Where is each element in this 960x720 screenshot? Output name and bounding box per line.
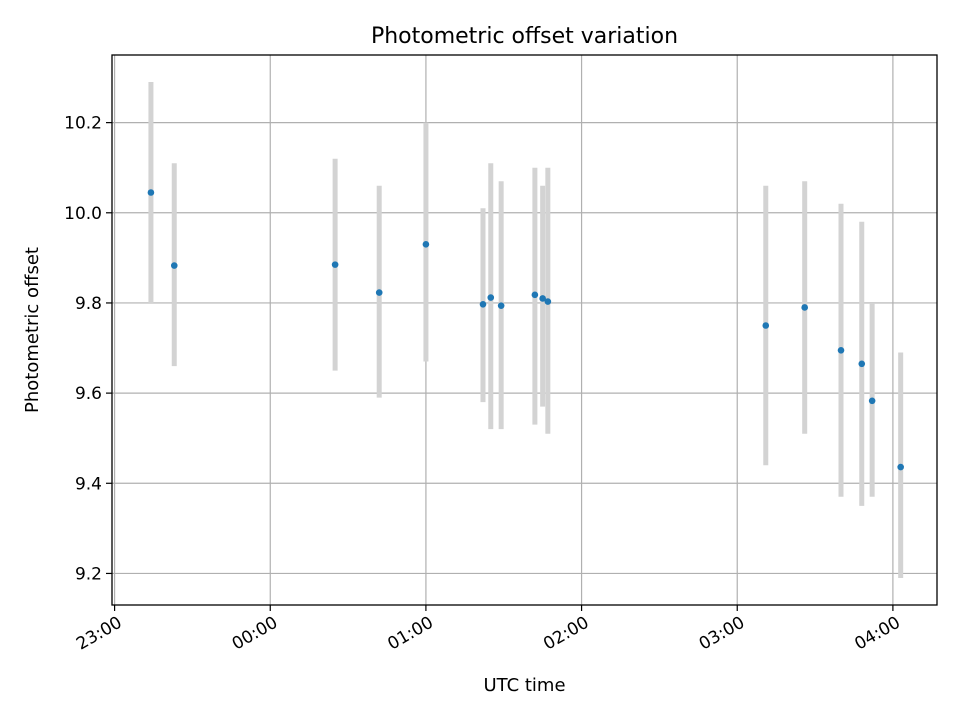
data-point xyxy=(487,294,495,301)
data-point xyxy=(375,289,383,296)
y-tick-label: 10.2 xyxy=(64,114,102,134)
data-point xyxy=(331,261,339,268)
y-axis-label: Photometric offset xyxy=(22,247,43,413)
data-point xyxy=(531,291,539,299)
data-point xyxy=(897,463,904,471)
y-tick-label: 10.0 xyxy=(64,204,102,224)
data-point xyxy=(422,241,430,248)
data-point xyxy=(837,346,845,354)
data-point xyxy=(868,397,876,405)
y-axis-ticks: 9.2 9.4 9.6 9.8 10.0 10.2 xyxy=(64,114,112,584)
data-point xyxy=(762,322,770,329)
x-axis-label: UTC time xyxy=(483,675,565,696)
data-point xyxy=(858,360,866,368)
chart-title: Photometric offset variation xyxy=(371,24,678,49)
y-tick-label: 9.8 xyxy=(75,294,102,314)
data-point xyxy=(170,262,178,269)
y-tick-label: 9.2 xyxy=(75,564,102,584)
data-point xyxy=(497,302,505,309)
y-tick-label: 9.4 xyxy=(75,474,102,494)
data-point xyxy=(479,301,487,308)
data-point xyxy=(544,298,552,305)
data-point xyxy=(147,189,155,196)
plot-frame xyxy=(111,54,938,606)
data-point xyxy=(539,295,546,302)
data-points xyxy=(147,189,904,471)
data-point xyxy=(801,304,808,311)
y-tick-label: 9.6 xyxy=(75,384,102,404)
